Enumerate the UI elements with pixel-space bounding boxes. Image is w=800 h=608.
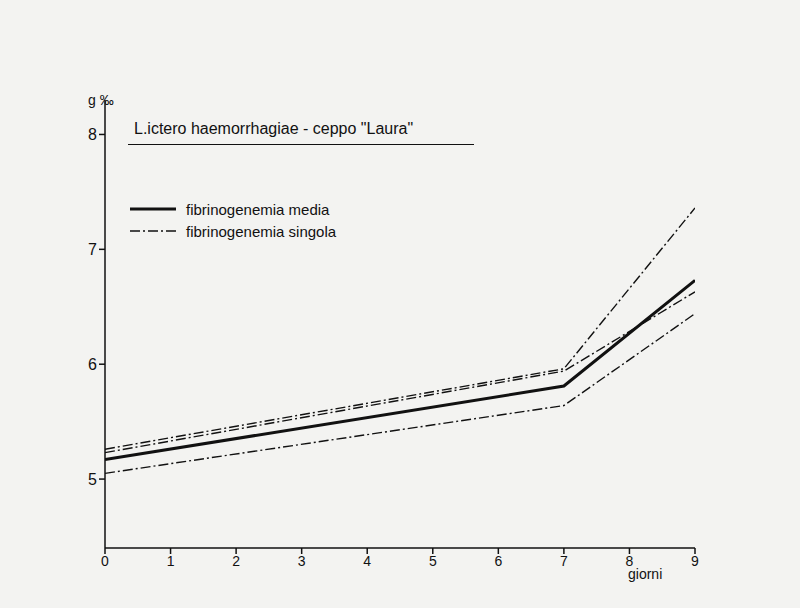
svg-text:8: 8 <box>625 552 634 569</box>
svg-text:7: 7 <box>560 553 568 569</box>
svg-text:0: 0 <box>101 553 109 569</box>
svg-text:5: 5 <box>88 471 97 488</box>
html-text:giorni: giorni <box>628 566 663 582</box>
svg-text:7: 7 <box>88 241 97 258</box>
svg-text:8: 8 <box>88 126 97 143</box>
svg-text:6: 6 <box>494 553 502 569</box>
svg-text:4: 4 <box>363 553 371 569</box>
svg-text:2: 2 <box>232 553 240 569</box>
svg-text:3: 3 <box>298 553 306 569</box>
html-text:g ‰: g ‰ <box>88 92 114 108</box>
svg-text:1: 1 <box>167 553 175 569</box>
html-text:fibrinogenemia media: fibrinogenemia media <box>186 200 330 218</box>
html-text:fibrinogenemia singola: fibrinogenemia singola <box>186 222 337 240</box>
html-text:L.ictero haemorrhagiae - ceppo: L.ictero haemorrhagiae - ceppo "Laura" <box>134 120 414 137</box>
svg-text:5: 5 <box>429 553 437 569</box>
svg-text:6: 6 <box>88 356 97 373</box>
svg-text:9: 9 <box>691 553 699 569</box>
